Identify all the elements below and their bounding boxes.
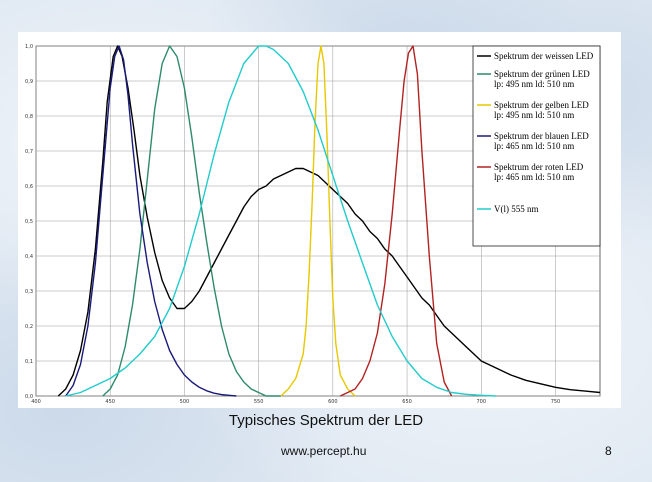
legend-entry-text: lp: 495 nm ld: 510 nm [494, 79, 574, 89]
legend-entry-text: lp: 465 nm ld: 510 nm [494, 141, 574, 151]
x-tick-label: 450 [105, 399, 115, 405]
x-tick-label: 700 [476, 399, 486, 405]
page-number: 8 [605, 444, 612, 458]
x-tick-label: 500 [180, 399, 190, 405]
legend-entry-text: Spektrum der grünen LED [494, 69, 590, 79]
series-line-2 [102, 45, 281, 397]
y-tick-label: 0,1 [25, 359, 33, 365]
y-tick-label: 0,5 [25, 219, 33, 225]
series-line-3 [280, 45, 356, 397]
spectrum-chart: 0,0 0,1 0,2 0,3 0,4 0,5 0,6 0,7 0,8 0,9 1,0 400 450 5… [18, 32, 621, 408]
spectrum-chart-svg: 0,0 0,1 0,2 0,3 0,4 0,5 0,6 0,7 0,8 0,9 1,0 400 450 5… [25, 44, 601, 405]
series-line-5 [340, 45, 453, 397]
series-line-6 [65, 45, 497, 397]
figure-caption: Typisches Spektrum der LED [228, 412, 424, 429]
y-tick-label: 0,8 [25, 114, 33, 120]
legend-entry-text: Spektrum der weissen LED [494, 51, 594, 61]
y-tick-label: 1,0 [25, 44, 33, 50]
legend-entry-text: lp: 495 nm ld: 510 nm [494, 110, 574, 120]
y-tick-label: 0,0 [25, 394, 33, 400]
y-tick-label: 0,6 [25, 184, 33, 190]
source-url: www.percept.hu [281, 444, 367, 458]
x-tick-label: 650 [402, 399, 412, 405]
y-tick-label: 0,2 [25, 324, 33, 330]
x-tick-label: 550 [254, 399, 264, 405]
legend-entry-text: Spektrum der roten LED [494, 162, 584, 172]
legend-entry-text: Spektrum der blauen LED [494, 131, 589, 141]
legend-box [472, 45, 601, 247]
y-tick-label: 0,7 [25, 149, 33, 155]
series-line-4 [65, 45, 237, 397]
y-tick-label: 0,3 [25, 289, 33, 295]
legend-entry-text: V(l) 555 nm [494, 204, 539, 214]
x-tick-label: 600 [328, 399, 338, 405]
y-tick-label: 0,9 [25, 79, 33, 85]
y-tick-label: 0,4 [25, 254, 33, 260]
x-tick-label: 750 [551, 399, 561, 405]
legend-entry-text: Spektrum der gelben LED [494, 100, 589, 110]
x-tick-label: 400 [31, 399, 41, 405]
legend-entry-text: lp: 465 nm ld: 510 nm [494, 172, 574, 182]
